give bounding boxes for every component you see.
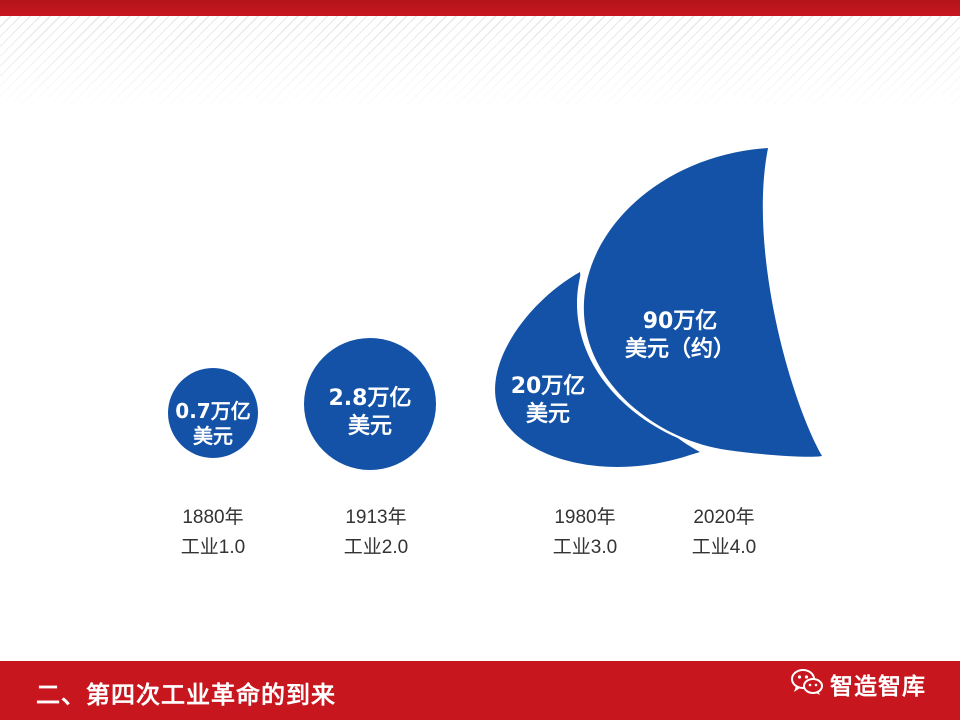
era-2020: 2020年 工业4.0 <box>674 503 774 564</box>
bubble-label-1880: 0.7万亿 美元 <box>163 399 263 449</box>
bubble-2020 <box>583 148 822 457</box>
bubble-value: 90万亿 <box>642 309 718 334</box>
bubble-value: 0.7万亿 <box>175 399 251 423</box>
bubble-1913 <box>304 338 436 470</box>
era-year: 1980年 <box>554 507 616 528</box>
era-name: 工业3.0 <box>552 537 618 559</box>
brand-name: 智造智库 <box>830 674 926 700</box>
bubble-unit: 美元 <box>525 401 570 427</box>
slide-title: 二、第四次工业革命的到来 <box>36 681 336 709</box>
era-year: 2020年 <box>693 507 755 528</box>
era-year: 1913年 <box>345 507 407 528</box>
era-name: 工业2.0 <box>343 537 409 559</box>
header-stripes <box>0 16 960 112</box>
bubble-value: 20万亿 <box>510 374 586 399</box>
top-accent-bar <box>0 0 960 16</box>
wechat-icon <box>790 667 824 701</box>
bubble-label-1913: 2.8万亿 美元 <box>310 385 430 440</box>
era-1913: 1913年 工业2.0 <box>326 503 426 564</box>
bubble-unit: 美元 <box>347 413 392 439</box>
brand: 智造智库 <box>790 667 926 701</box>
bubble-1880 <box>168 368 258 458</box>
footer-bar: 二、第四次工业革命的到来 智造智库 <box>0 661 960 720</box>
bubble-label-2020: 90万亿 美元（约） <box>600 308 760 363</box>
bubble-label-1980: 20万亿 美元 <box>493 373 603 428</box>
era-1980: 1980年 工业3.0 <box>535 503 635 564</box>
bubble-value: 2.8万亿 <box>328 386 412 411</box>
era-name: 工业4.0 <box>691 537 757 559</box>
bubble-unit: 美元（约） <box>624 336 735 362</box>
era-year: 1880年 <box>182 507 244 528</box>
bubble-unit: 美元 <box>193 424 233 448</box>
era-1880: 1880年 工业1.0 <box>163 503 263 564</box>
era-name: 工业1.0 <box>180 537 246 559</box>
